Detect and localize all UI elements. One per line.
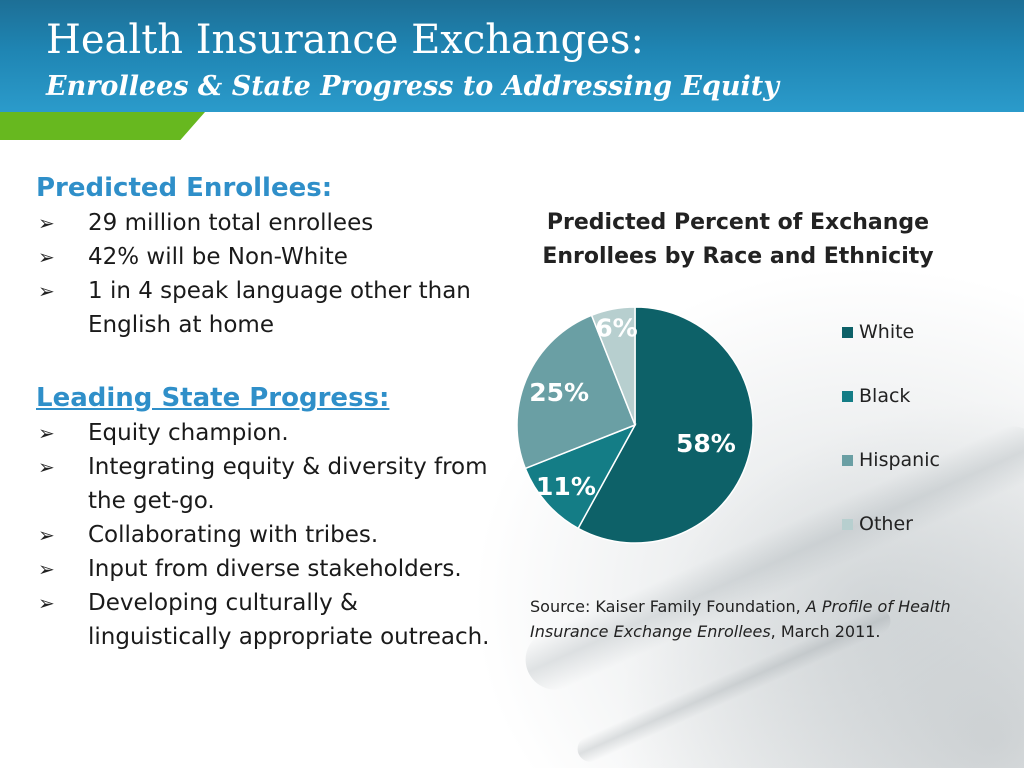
bullet-item: ➢ Developing culturally & linguistically … [36, 586, 506, 654]
slide-subtitle: Enrollees & State Progress to Addressing… [46, 71, 779, 102]
bullet-text: Input from diverse stakeholders. [88, 556, 462, 582]
arrow-bullet-icon: ➢ [38, 557, 55, 581]
bullet-item: ➢ 42% will be Non-White [36, 240, 506, 274]
pie-slice-other [590, 306, 636, 426]
bullet-text: 1 in 4 speak language other than English… [88, 278, 471, 338]
source-prefix: Source: Kaiser Family Foundation, [530, 597, 806, 616]
legend-swatch [842, 327, 853, 338]
slide-title: Health Insurance Exchanges: [46, 17, 644, 63]
left-column: Predicted Enrollees: ➢ 29 million total e… [36, 170, 506, 654]
bullet-item: ➢ Collaborating with tribes. [36, 518, 506, 552]
arrow-bullet-icon: ➢ [38, 245, 55, 269]
bullet-item: ➢ 1 in 4 speak language other than Englis… [36, 274, 506, 342]
bullet-item: ➢ 29 million total enrollees [36, 206, 506, 240]
pie-slice-hispanic [516, 314, 636, 470]
legend-label: White [859, 321, 915, 343]
arrow-bullet-icon: ➢ [38, 279, 55, 303]
pie-chart: 58% 11% 25% 6% [516, 306, 754, 544]
pie-label-other: 6% [595, 314, 637, 343]
leading-heading: Leading State Progress: [36, 383, 390, 413]
legend-swatch [842, 391, 853, 402]
bullet-text: Developing culturally & linguistically a… [88, 590, 490, 650]
pie-label-hispanic: 25% [529, 378, 589, 407]
bullet-text: 29 million total enrollees [88, 210, 374, 236]
pie-label-black: 11% [536, 472, 596, 501]
source-suffix: , March 2011. [770, 622, 881, 641]
bullet-text: Integrating equity & diversity from the … [88, 454, 488, 514]
bullet-item: ➢ Input from diverse stakeholders. [36, 552, 506, 586]
green-accent-tab [0, 112, 205, 140]
predicted-list: ➢ 29 million total enrollees ➢ 42% will be … [36, 206, 506, 342]
leading-list: ➢ Equity champion. ➢ Integrating equity & d… [36, 416, 506, 654]
legend-label: Other [859, 513, 913, 535]
arrow-bullet-icon: ➢ [38, 455, 55, 479]
arrow-bullet-icon: ➢ [38, 523, 55, 547]
bullet-text: Collaborating with tribes. [88, 522, 379, 548]
arrow-bullet-icon: ➢ [38, 591, 55, 615]
legend-label: Black [859, 385, 911, 407]
pie-label-white: 58% [676, 429, 736, 458]
pie-slice-black [524, 423, 637, 530]
source-citation: Source: Kaiser Family Foundation, A Prof… [530, 594, 1000, 644]
arrow-bullet-icon: ➢ [38, 211, 55, 235]
chart-title: Predicted Percent of Exchange Enrollees … [542, 210, 934, 269]
source-title: A Profile of Health Insurance Exchange E… [530, 597, 951, 641]
bullet-item: ➢ Integrating equity & diversity from the… [36, 450, 506, 518]
bullet-text: 42% will be Non-White [88, 244, 348, 270]
legend-swatch [842, 519, 853, 530]
legend-swatch [842, 455, 853, 466]
arrow-bullet-icon: ➢ [38, 421, 55, 445]
bullet-text: Equity champion. [88, 420, 289, 446]
predicted-heading: Predicted Enrollees: [36, 173, 333, 203]
legend-label: Hispanic [859, 449, 940, 471]
pie-slice-white [577, 306, 754, 544]
bullet-item: ➢ Equity champion. [36, 416, 506, 450]
header-banner: Health Insurance Exchanges: Enrollees & … [0, 0, 1024, 112]
